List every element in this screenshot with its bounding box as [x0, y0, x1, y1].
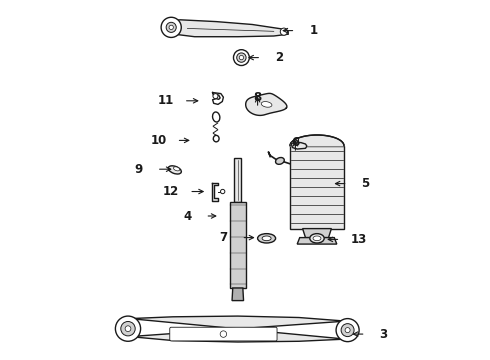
Polygon shape [290, 135, 344, 146]
Polygon shape [234, 158, 242, 202]
Circle shape [166, 22, 176, 32]
Circle shape [161, 17, 181, 37]
Ellipse shape [168, 166, 181, 174]
Circle shape [125, 326, 131, 332]
Text: 8: 8 [253, 91, 262, 104]
Circle shape [280, 28, 288, 35]
Ellipse shape [213, 112, 220, 122]
Polygon shape [166, 20, 288, 37]
Circle shape [116, 316, 141, 341]
Polygon shape [245, 93, 287, 116]
Polygon shape [230, 202, 245, 288]
Text: 2: 2 [275, 51, 283, 64]
Polygon shape [232, 288, 244, 301]
Polygon shape [297, 238, 337, 244]
Text: 7: 7 [220, 231, 227, 244]
Ellipse shape [258, 234, 275, 243]
Text: 3: 3 [380, 328, 388, 341]
Ellipse shape [261, 102, 272, 107]
Ellipse shape [262, 236, 271, 240]
Text: 6: 6 [291, 136, 299, 149]
Polygon shape [290, 146, 344, 229]
Circle shape [220, 331, 227, 337]
Circle shape [233, 50, 249, 66]
Polygon shape [130, 316, 346, 342]
Text: 4: 4 [183, 210, 192, 222]
Text: 5: 5 [362, 177, 370, 190]
Text: 13: 13 [350, 233, 367, 246]
Circle shape [220, 189, 225, 194]
Text: 9: 9 [135, 163, 143, 176]
Circle shape [341, 324, 354, 337]
Circle shape [213, 94, 218, 99]
Ellipse shape [213, 135, 219, 142]
Polygon shape [212, 183, 218, 201]
Ellipse shape [275, 158, 284, 164]
FancyBboxPatch shape [170, 327, 277, 341]
Circle shape [169, 25, 173, 30]
Circle shape [345, 328, 350, 333]
Polygon shape [291, 143, 307, 149]
Circle shape [239, 55, 244, 60]
Text: 11: 11 [158, 94, 174, 107]
Polygon shape [303, 229, 331, 238]
Ellipse shape [173, 167, 180, 171]
Ellipse shape [313, 236, 321, 240]
Text: 10: 10 [150, 134, 167, 147]
Circle shape [121, 321, 135, 336]
Text: 12: 12 [163, 185, 179, 198]
Circle shape [237, 53, 246, 62]
Text: 1: 1 [309, 24, 318, 37]
Circle shape [336, 319, 359, 342]
Ellipse shape [310, 234, 324, 243]
